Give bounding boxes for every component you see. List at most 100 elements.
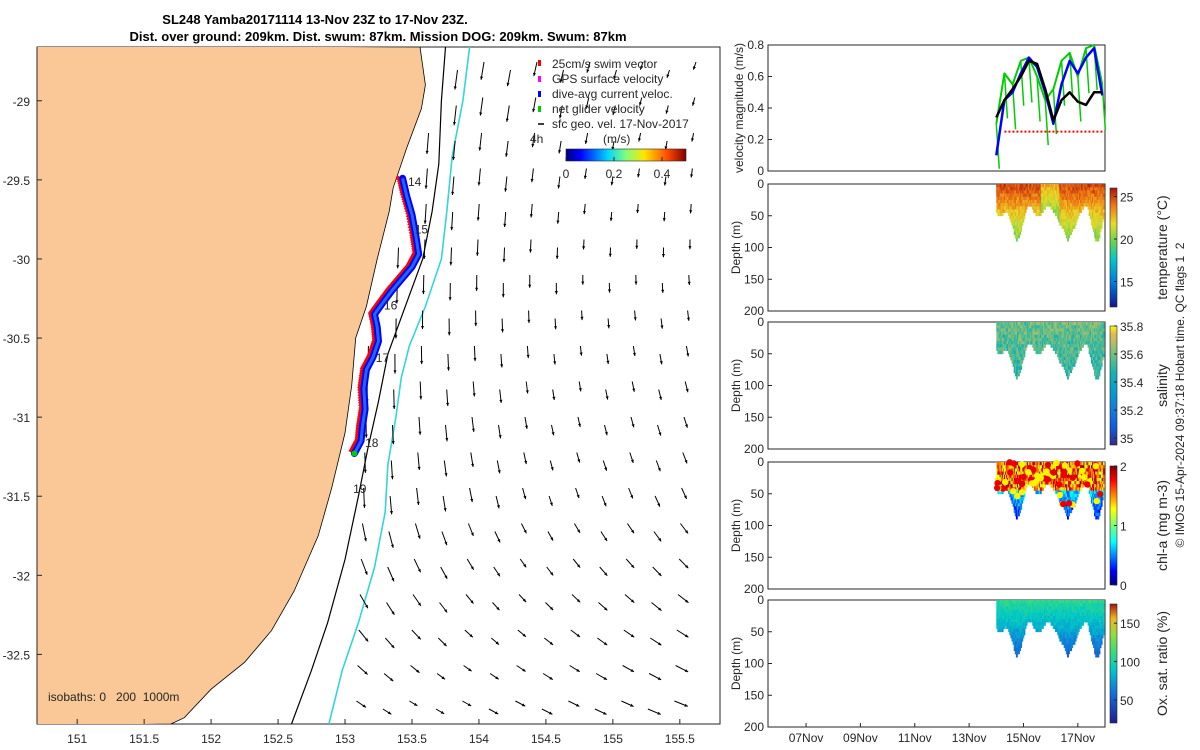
profile-cell xyxy=(1015,225,1018,229)
profile-cell xyxy=(1069,360,1071,364)
profile-cell xyxy=(1072,331,1075,335)
profile-cell xyxy=(1019,209,1021,213)
profile-cell xyxy=(1092,503,1094,507)
profile-cell xyxy=(1064,334,1067,339)
profile-cell xyxy=(1038,468,1041,472)
profile-cell xyxy=(1056,209,1058,213)
profile-cell xyxy=(1071,228,1074,232)
profile-cell xyxy=(1065,363,1068,367)
profile-cell xyxy=(1046,606,1049,610)
profile-cell xyxy=(1067,228,1069,232)
profile-cell xyxy=(1060,468,1063,472)
profile-cell xyxy=(1020,471,1023,475)
profile-cell xyxy=(1059,209,1062,213)
chl-sample-dot xyxy=(1044,476,1051,483)
profile-cell xyxy=(1065,328,1068,332)
profile-cell xyxy=(1078,193,1081,197)
profile-cell xyxy=(1081,481,1083,485)
profile-cell xyxy=(1090,331,1093,335)
profile-cell xyxy=(1057,184,1060,188)
profile-cell xyxy=(1041,484,1044,488)
profile-cell xyxy=(1075,496,1078,501)
profile-cell xyxy=(1023,341,1026,345)
profile-cell xyxy=(1025,481,1028,485)
profile-cell xyxy=(1002,622,1005,626)
profile-cell xyxy=(1051,484,1054,488)
profile-cell xyxy=(1059,625,1062,629)
profile-cell xyxy=(1006,196,1008,201)
profile-cell xyxy=(1080,484,1082,488)
profile-cell xyxy=(1067,203,1069,207)
profile-cell xyxy=(1061,203,1064,207)
profile-cell xyxy=(1019,350,1021,355)
profile-cell xyxy=(1009,209,1012,213)
profile-cell xyxy=(1043,612,1045,617)
profile-cell xyxy=(1098,465,1101,469)
profile-cell xyxy=(1021,360,1024,364)
profile-cell xyxy=(1031,196,1033,201)
velocity-vector-head xyxy=(576,668,580,672)
profile-cell xyxy=(1077,341,1080,345)
profile-cell xyxy=(1025,337,1028,342)
profile-cell xyxy=(1037,465,1040,469)
profile-cell xyxy=(1071,363,1074,367)
profile-cell xyxy=(1000,615,1003,620)
profile-cell xyxy=(1099,218,1102,223)
profile-cell xyxy=(1024,322,1027,326)
profile-cell xyxy=(1070,199,1073,204)
profile-cell xyxy=(1102,462,1105,466)
profile-cell xyxy=(1027,341,1030,345)
profile-cell xyxy=(1074,471,1077,475)
depth-tick-label: 100 xyxy=(744,519,764,533)
profile-cell xyxy=(1026,184,1029,188)
profile-cell xyxy=(1019,341,1021,345)
profile-cell xyxy=(1044,609,1046,613)
velocity-vector-head xyxy=(663,182,667,186)
profile-cell xyxy=(1002,325,1005,329)
profile-cell xyxy=(1043,203,1045,207)
profile-cell xyxy=(1089,212,1092,217)
profile-cell xyxy=(1015,337,1018,342)
profile-cell xyxy=(1000,474,1003,479)
profile-cell xyxy=(1093,225,1095,229)
profile-cell xyxy=(1095,203,1098,207)
velocity-vector-head xyxy=(638,138,641,142)
profile-cell xyxy=(1062,622,1065,626)
profile-cell xyxy=(1034,209,1037,213)
profile-cell xyxy=(1050,609,1053,613)
profile-cell xyxy=(1016,647,1019,652)
profile-cell xyxy=(1072,322,1075,326)
velocity-vector-head xyxy=(495,641,499,645)
profile-cell xyxy=(1056,468,1058,472)
profile-cell xyxy=(1038,628,1041,633)
profile-cell xyxy=(1056,344,1058,348)
profile-cell xyxy=(1073,468,1076,472)
profile-cell xyxy=(1089,215,1092,220)
profile-cell xyxy=(1077,209,1080,213)
velocity-vector-head xyxy=(469,634,473,638)
profile-cell xyxy=(1088,468,1091,472)
profile-cell xyxy=(1007,190,1010,194)
profile-cell xyxy=(1052,341,1055,345)
profile-cell xyxy=(1101,212,1104,217)
chl-sample-dot xyxy=(1056,481,1063,488)
profile-cell xyxy=(1009,490,1012,495)
velocity-vector-head xyxy=(549,502,553,506)
profile-cell xyxy=(1057,628,1060,633)
profile-cell xyxy=(1094,199,1096,204)
profile-cell xyxy=(1064,331,1067,335)
profile-cell xyxy=(1020,199,1023,204)
profile-cell xyxy=(1053,341,1056,345)
profile-cell xyxy=(1006,334,1008,339)
profile-cell xyxy=(1030,615,1032,620)
profile-cell xyxy=(1036,625,1039,629)
velocity-vector-head xyxy=(503,223,507,227)
profile-cell xyxy=(1064,631,1067,636)
profile-cell xyxy=(1023,612,1026,617)
profile-cell xyxy=(1002,603,1005,607)
profile-cell xyxy=(1063,606,1066,610)
profile-cell xyxy=(1077,212,1080,217)
profile-cell xyxy=(1002,334,1005,339)
profile-cell xyxy=(1055,322,1057,326)
profile-cell xyxy=(1008,337,1011,342)
